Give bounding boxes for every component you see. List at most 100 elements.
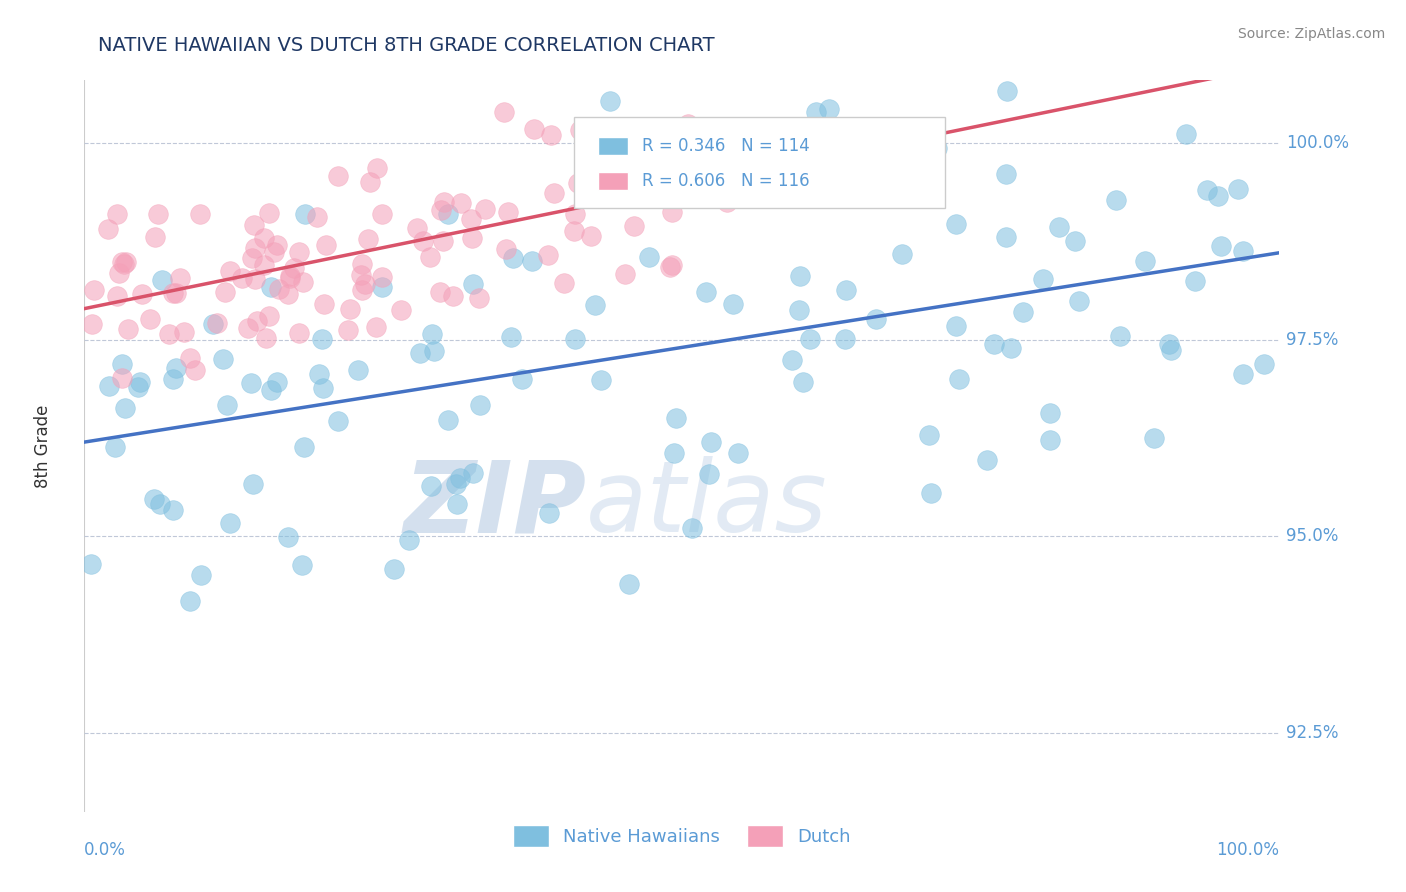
Point — [799, 332, 821, 346]
Point — [1105, 194, 1128, 208]
Point — [1227, 182, 1250, 196]
Point — [291, 275, 314, 289]
Point — [700, 434, 723, 449]
Point — [643, 136, 665, 150]
Point — [108, 266, 131, 280]
Point — [818, 102, 841, 116]
Point — [366, 161, 388, 175]
Point — [179, 351, 201, 366]
Point — [115, 255, 138, 269]
Point — [1032, 272, 1054, 286]
Point — [117, 322, 139, 336]
Text: R = 0.346   N = 114: R = 0.346 N = 114 — [643, 136, 810, 154]
Point — [188, 207, 211, 221]
Point — [217, 398, 239, 412]
Point — [540, 128, 562, 142]
Point — [665, 411, 688, 425]
Point — [267, 282, 290, 296]
Point — [537, 248, 560, 262]
Point — [945, 319, 967, 334]
Point — [357, 232, 380, 246]
Point — [370, 207, 392, 221]
Point — [1209, 238, 1232, 252]
Point — [429, 203, 451, 218]
Point — [406, 221, 429, 235]
Point — [419, 479, 441, 493]
Point — [291, 558, 314, 572]
Point — [804, 104, 827, 119]
Point — [496, 205, 519, 219]
Point — [564, 207, 586, 221]
Point — [1157, 336, 1180, 351]
Text: 100.0%: 100.0% — [1286, 134, 1350, 153]
Point — [983, 336, 1005, 351]
Point — [444, 476, 467, 491]
Point — [211, 351, 233, 366]
Point — [502, 251, 524, 265]
Text: R = 0.606   N = 116: R = 0.606 N = 116 — [643, 172, 810, 190]
Point — [288, 245, 311, 260]
Point — [266, 238, 288, 252]
Point — [1232, 368, 1254, 382]
Point — [688, 51, 710, 65]
Point — [231, 271, 253, 285]
Point — [1232, 244, 1254, 258]
Point — [716, 195, 738, 210]
Point — [1175, 128, 1198, 142]
Point — [744, 13, 766, 28]
Point — [278, 268, 301, 283]
Point — [1011, 305, 1033, 319]
Point — [104, 440, 127, 454]
Point — [995, 83, 1018, 97]
Point — [437, 207, 460, 221]
Point — [219, 516, 242, 531]
Point — [162, 503, 184, 517]
Point — [283, 261, 305, 276]
Point — [1039, 434, 1062, 448]
Point — [591, 168, 613, 182]
Point — [359, 175, 381, 189]
Point — [690, 179, 713, 194]
Point — [311, 332, 333, 346]
Point — [315, 238, 337, 252]
Point — [945, 217, 967, 231]
Point — [449, 471, 471, 485]
Point — [721, 296, 744, 310]
Point — [218, 264, 240, 278]
Point — [695, 285, 717, 299]
Point — [1069, 294, 1091, 309]
Point — [308, 367, 330, 381]
Text: 92.5%: 92.5% — [1286, 724, 1339, 742]
Point — [468, 398, 491, 412]
Point — [789, 268, 811, 283]
Point — [463, 277, 485, 292]
Point — [1000, 342, 1022, 356]
Point — [240, 376, 263, 391]
Point — [661, 205, 683, 219]
Point — [346, 363, 368, 377]
Point — [292, 440, 315, 454]
Point — [562, 224, 585, 238]
Point — [256, 331, 278, 345]
FancyBboxPatch shape — [599, 136, 628, 155]
Point — [495, 242, 517, 256]
Point — [422, 326, 444, 341]
Point — [599, 94, 621, 108]
Point — [326, 169, 349, 183]
Point — [389, 302, 412, 317]
Text: NATIVE HAWAIIAN VS DUTCH 8TH GRADE CORRELATION CHART: NATIVE HAWAIIAN VS DUTCH 8TH GRADE CORRE… — [98, 36, 716, 54]
Point — [614, 267, 637, 281]
Point — [312, 381, 335, 395]
Point — [1047, 219, 1070, 234]
Text: Source: ZipAtlas.com: Source: ZipAtlas.com — [1237, 27, 1385, 41]
Point — [260, 280, 283, 294]
Text: 8th Grade: 8th Grade — [34, 404, 52, 488]
Point — [190, 568, 212, 582]
Point — [658, 260, 681, 275]
Point — [162, 372, 184, 386]
Point — [371, 279, 394, 293]
Point — [277, 287, 299, 301]
Point — [257, 206, 280, 220]
Point — [1197, 183, 1219, 197]
Point — [690, 186, 713, 200]
